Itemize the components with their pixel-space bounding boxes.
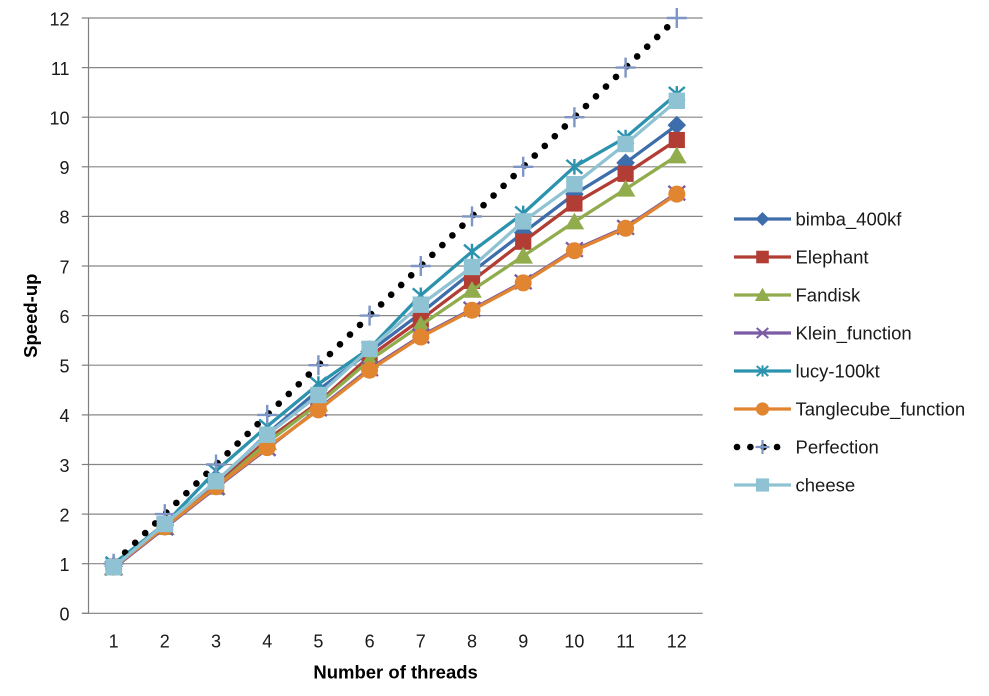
svg-text:Fandisk: Fandisk <box>796 285 862 306</box>
svg-text:9: 9 <box>518 631 528 651</box>
svg-text:2: 2 <box>160 631 170 651</box>
svg-text:Number of threads: Number of threads <box>313 662 477 683</box>
svg-text:Elephant: Elephant <box>796 247 869 268</box>
svg-text:Klein_function: Klein_function <box>796 323 912 345</box>
svg-text:9: 9 <box>59 158 69 178</box>
svg-text:lucy-100kt: lucy-100kt <box>796 361 880 382</box>
svg-text:5: 5 <box>313 631 323 651</box>
svg-text:11: 11 <box>616 631 635 651</box>
svg-text:12: 12 <box>49 9 69 29</box>
svg-text:1: 1 <box>109 631 119 651</box>
svg-text:6: 6 <box>59 307 69 327</box>
svg-text:10: 10 <box>49 109 69 129</box>
svg-text:bimba_400kf: bimba_400kf <box>796 209 903 231</box>
svg-text:4: 4 <box>262 631 272 651</box>
svg-text:Speed-up: Speed-up <box>20 274 41 358</box>
svg-text:11: 11 <box>51 59 70 79</box>
svg-text:2: 2 <box>59 505 69 525</box>
svg-text:7: 7 <box>59 257 69 277</box>
svg-text:1: 1 <box>59 555 69 575</box>
svg-text:4: 4 <box>59 406 69 426</box>
svg-text:5: 5 <box>59 357 69 377</box>
svg-text:6: 6 <box>365 631 375 651</box>
svg-text:8: 8 <box>467 631 477 651</box>
svg-text:Perfection: Perfection <box>796 437 879 458</box>
svg-text:cheese: cheese <box>796 475 856 496</box>
svg-text:3: 3 <box>59 456 69 476</box>
svg-text:8: 8 <box>59 208 69 228</box>
svg-text:12: 12 <box>667 631 687 651</box>
svg-text:0: 0 <box>59 605 69 625</box>
svg-text:7: 7 <box>416 631 426 651</box>
svg-text:Tanglecube_function: Tanglecube_function <box>796 399 966 421</box>
svg-text:10: 10 <box>564 631 584 651</box>
svg-text:3: 3 <box>211 631 221 651</box>
